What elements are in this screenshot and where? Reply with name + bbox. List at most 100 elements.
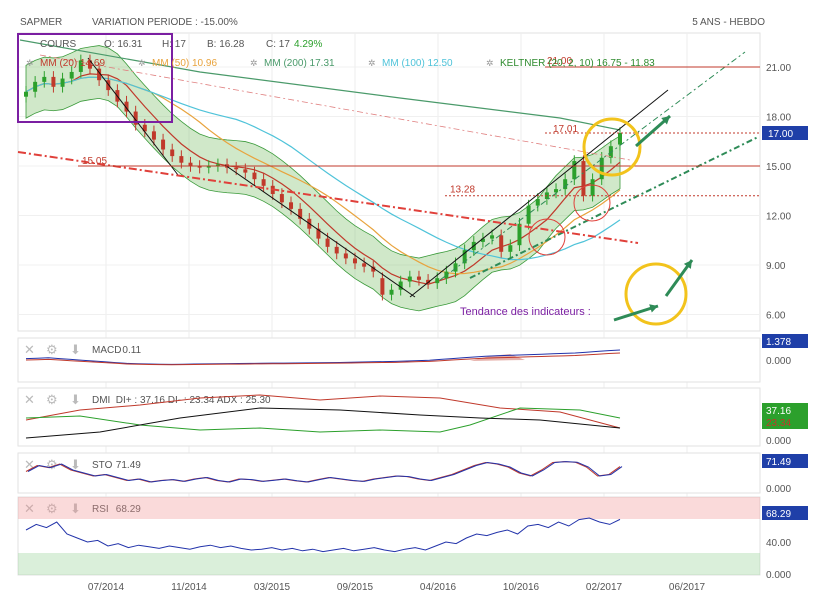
tendance-label: Tendance des indicateurs : (460, 306, 591, 318)
y-tick-label: 9.00 (766, 261, 786, 272)
x-tick-label: 04/2016 (420, 582, 457, 593)
x-tick-label: 10/2016 (503, 582, 540, 593)
macd-gear-icon: ⚙ (46, 342, 58, 357)
macd-close-icon: ✕ (24, 342, 35, 357)
sto-close-icon: ✕ (24, 457, 35, 472)
candle-body (362, 263, 367, 267)
keltner-band (25, 45, 621, 312)
candle-body (234, 167, 239, 170)
close-label: C: 17 (266, 39, 290, 50)
legend-mm200: MM (200) 17.31 (264, 58, 335, 69)
candle-body (161, 139, 166, 150)
legend-mm20: MM (20) 14.69 (40, 58, 105, 69)
candle-body (197, 166, 202, 168)
x-tick-label: 06/2017 (669, 582, 706, 593)
macd-line (25, 349, 621, 365)
candle-body (572, 161, 577, 180)
candle-body (142, 124, 147, 132)
rsi-arrow-icon: ⬇ (70, 501, 81, 516)
dmi-gear-icon: ⚙ (46, 392, 58, 407)
candle-body (188, 162, 193, 166)
mm100-line (25, 76, 621, 261)
adx-line (25, 407, 621, 439)
candle-body (325, 238, 330, 247)
candle-body (581, 161, 586, 196)
sto-arrow-icon: ⬇ (70, 457, 81, 472)
candle-body (97, 68, 102, 81)
y-tick-label: 12.00 (766, 212, 791, 223)
up-channel-lower (469, 136, 759, 279)
candle-body (435, 278, 440, 284)
dmi-badge-text: 23.34 (766, 418, 791, 429)
dmi-badge-text: 37.16 (766, 406, 791, 417)
rsi-close-icon: ✕ (24, 501, 35, 516)
dmi-tick: 0.000 (766, 436, 791, 447)
up-trendline (409, 89, 669, 298)
rsi-badge-text: 68.29 (766, 509, 791, 520)
rsi-label: RSI (92, 504, 109, 515)
y-tick-label: 21.00 (766, 63, 791, 74)
sto-label: STO (92, 460, 113, 471)
y-tick-label: 15.00 (766, 162, 791, 173)
candle-body (124, 101, 129, 112)
macd-panel (17, 337, 761, 383)
legend-gear-icon: ✲ (486, 58, 494, 68)
x-tick-label: 02/2017 (586, 582, 623, 593)
dmi-minus-line (25, 394, 621, 429)
candle-body (590, 179, 595, 196)
x-tick-label: 11/2014 (171, 582, 207, 593)
last-price-text: 17.00 (768, 129, 793, 140)
candle-body (151, 131, 156, 140)
dmi-close-icon: ✕ (24, 392, 35, 407)
candle-body (389, 289, 394, 295)
candle-body (252, 172, 257, 180)
candle-body (526, 205, 531, 224)
candle-body (508, 245, 513, 252)
high-label: H: 17 (162, 39, 186, 50)
dmi-badge (762, 403, 808, 417)
candle-body (87, 60, 92, 69)
rsi-badge (762, 506, 808, 520)
variation-label: VARIATION PERIODE : -15.00% (92, 17, 238, 28)
sto-tick: 0.000 (766, 484, 791, 495)
rsi-tick: 0.000 (766, 570, 791, 581)
dmi-value: DI+ : 37.16 DI- : 23.34 ADX : 25.30 (116, 395, 271, 406)
candle-body (289, 202, 294, 209)
legend-gear-icon: ✲ (368, 58, 376, 68)
low-label: B: 16.28 (207, 39, 245, 50)
candle-body (426, 279, 431, 284)
red-trendline-thin (39, 54, 631, 161)
candle-body (51, 76, 56, 87)
red-circle-1 (528, 218, 566, 256)
candle-body (352, 258, 357, 264)
candle-body (535, 199, 540, 206)
purple-box (17, 33, 173, 123)
candle-body (33, 81, 38, 92)
period-label[interactable]: 5 ANS - HEBDO (692, 17, 765, 28)
candle-body (215, 164, 220, 166)
rsi-oversold-zone (18, 553, 760, 575)
legend-gear-icon: ✲ (250, 58, 258, 68)
sto-panel (17, 452, 761, 494)
candle-body (480, 238, 485, 242)
x-tick-label: 03/2015 (254, 582, 291, 593)
level-21-label: 21.00 (547, 56, 572, 67)
last-price-badge (762, 126, 808, 140)
candle-body (380, 278, 385, 295)
arrow-bottom-2-head (683, 260, 692, 269)
candle-body (499, 235, 504, 252)
candle-body (279, 194, 284, 203)
arrow-top-head (661, 116, 670, 125)
yellow-circle-bottom (624, 262, 688, 326)
candle-body (133, 111, 138, 125)
candle-body (179, 156, 184, 163)
candle-body (490, 235, 495, 239)
candle-body (243, 169, 248, 173)
macd-label: MACD (92, 345, 121, 356)
candle-body (170, 149, 175, 157)
macd-badge (762, 334, 808, 348)
level-13-label: 13.28 (450, 185, 475, 196)
symbol-label: SAPMER (20, 17, 63, 28)
y-tick-label: 6.00 (766, 311, 786, 322)
